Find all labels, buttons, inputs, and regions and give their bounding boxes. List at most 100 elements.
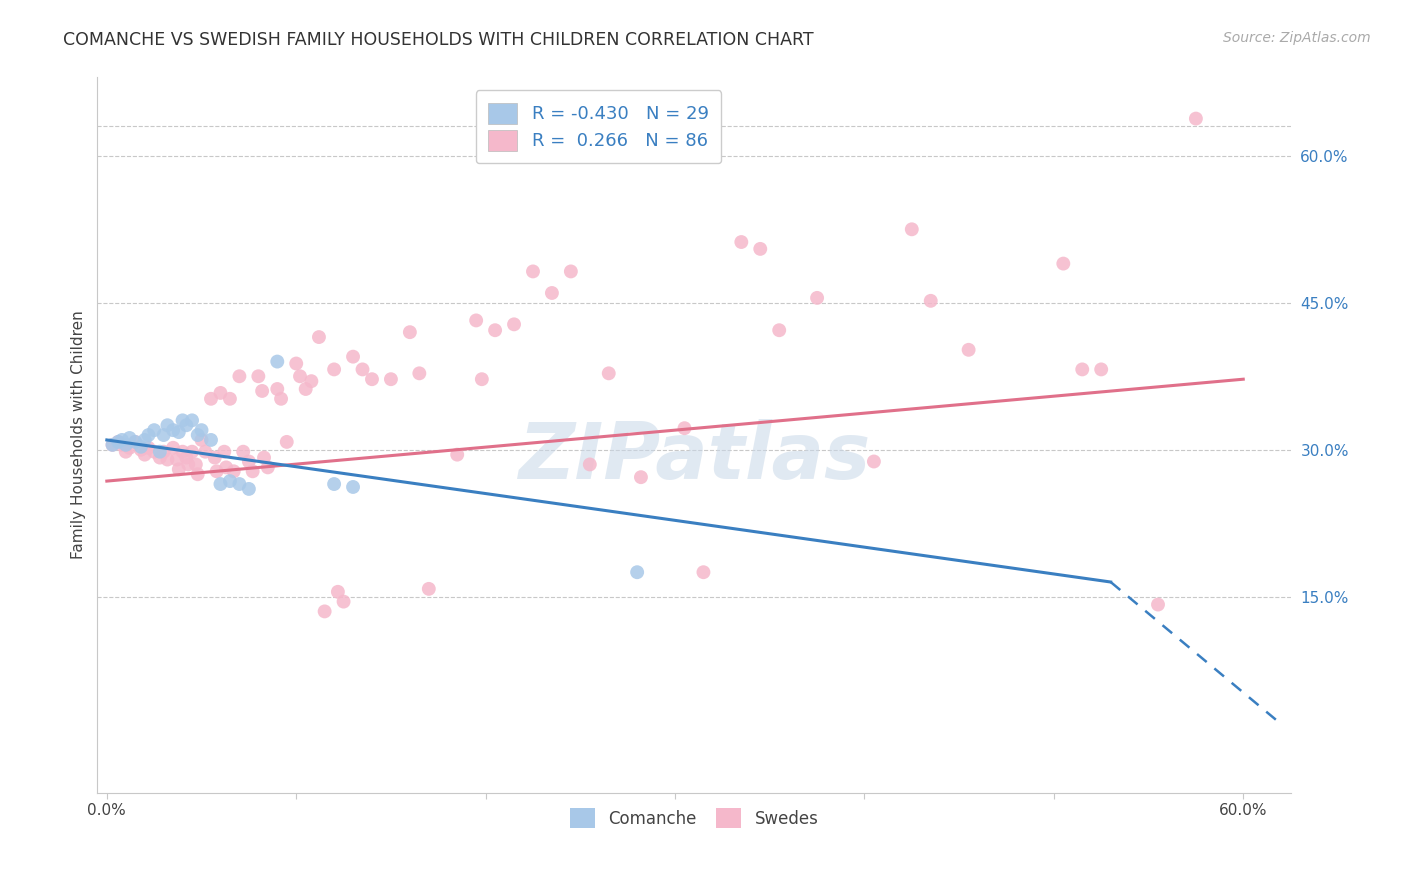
Point [212,444,235,458]
Point [152,444,174,458]
Point [768,323,790,337]
Point [111,433,134,447]
Point [232,444,254,458]
Point [172,444,194,458]
Point [920,293,942,308]
Point [219,474,242,488]
Point [184,458,207,472]
Point [630,470,652,484]
Point [323,362,346,376]
Point [253,450,276,465]
Point [266,354,288,368]
Point [900,222,922,236]
Point [270,392,292,406]
Point [228,369,250,384]
Point [314,604,336,618]
Point [541,285,564,300]
Point [156,418,179,433]
Point [149,444,172,458]
Point [242,464,264,478]
Point [749,242,772,256]
Point [308,330,330,344]
Point [204,450,226,465]
Point [167,425,190,439]
Point [209,385,232,400]
Point [1052,257,1074,271]
Point [578,458,600,472]
Text: Source: ZipAtlas.com: Source: ZipAtlas.com [1223,31,1371,45]
Point [111,438,134,452]
Point [418,582,440,596]
Y-axis label: Family Households with Children: Family Households with Children [72,310,86,559]
Point [118,431,141,445]
Point [222,464,245,478]
Point [806,291,828,305]
Point [247,369,270,384]
Point [250,384,273,398]
Point [560,264,582,278]
Point [326,584,349,599]
Point [124,434,146,449]
Point [200,392,222,406]
Point [190,423,212,437]
Point [149,450,172,465]
Point [228,477,250,491]
Point [114,438,136,452]
Point [957,343,980,357]
Point [266,382,288,396]
Point [114,444,136,458]
Point [129,440,152,454]
Point [190,433,212,447]
Point [332,594,354,608]
Point [342,480,364,494]
Point [176,418,198,433]
Point [446,448,468,462]
Point [408,367,430,381]
Point [1090,362,1112,376]
Point [215,460,238,475]
Text: ZIPatlas: ZIPatlas [517,418,870,494]
Point [107,434,129,449]
Point [181,444,204,458]
Point [118,441,141,455]
Point [209,477,232,491]
Point [352,362,374,376]
Point [138,428,160,442]
Point [863,454,886,468]
Point [143,423,166,437]
Point [288,369,311,384]
Point [399,325,422,339]
Point [484,323,506,337]
Point [124,434,146,449]
Point [205,464,228,478]
Point [730,235,752,249]
Text: COMANCHE VS SWEDISH FAMILY HOUSEHOLDS WITH CHILDREN CORRELATION CHART: COMANCHE VS SWEDISH FAMILY HOUSEHOLDS WI… [63,31,814,49]
Point [167,462,190,476]
Point [380,372,402,386]
Point [172,413,194,427]
Point [626,565,648,579]
Point [323,477,346,491]
Point [156,452,179,467]
Point [238,482,260,496]
Point [471,372,494,386]
Point [143,444,166,458]
Point [294,382,316,396]
Point [219,392,242,406]
Point [200,433,222,447]
Point [152,428,174,442]
Point [134,433,156,447]
Point [138,441,160,455]
Point [276,434,298,449]
Point [194,444,217,458]
Point [166,452,188,467]
Point [598,367,620,381]
Point [101,438,124,452]
Point [162,423,184,437]
Point [177,458,200,472]
Legend: Comanche, Swedes: Comanche, Swedes [562,802,825,834]
Point [134,448,156,462]
Point [522,264,544,278]
Point [692,565,714,579]
Point [1185,112,1208,126]
